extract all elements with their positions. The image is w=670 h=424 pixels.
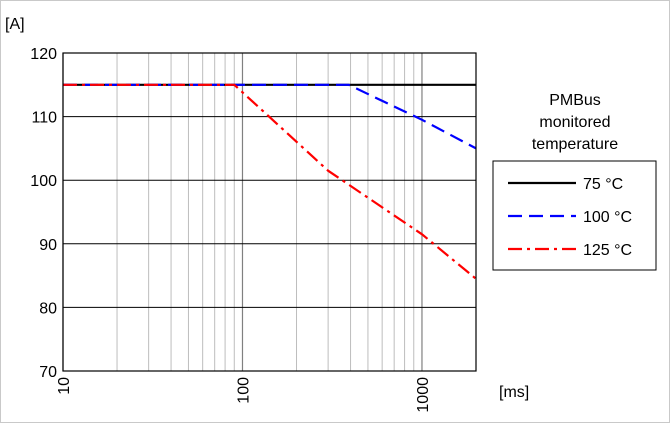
x-axis-label: [ms] [499,384,529,401]
legend-title: PMBus monitored temperature [532,92,618,153]
series-lines [63,83,477,280]
legend-label: 100 °C [583,209,632,226]
legend-title-line: PMBus [549,92,601,109]
y-tick-label: 110 [31,110,57,127]
legend-title-line: monitored [539,114,610,131]
x-tick-labels: 10 100 1000 [56,377,432,413]
y-tick-labels: 70 80 90 100 110 120 [30,46,57,381]
legend-title-line: temperature [532,136,618,153]
y-axis-label: [A] [5,16,25,33]
minor-gridlines [116,53,415,371]
legend: PMBus monitored temperature 75 °C 100 °C 125… [492,92,657,271]
x-tick-label: 10 [56,377,73,395]
y-tick-label: 80 [39,300,57,317]
legend-items: 75 °C 100 °C 125 °C [508,176,632,259]
series-line [63,83,477,280]
y-tick-label: 90 [39,237,57,254]
legend-label: 125 °C [583,242,632,259]
series-line [63,83,477,150]
y-tick-label: 70 [39,364,57,381]
plot-area-border [62,52,477,372]
y-tick-label: 100 [30,173,57,190]
x-tick-label: 1000 [415,377,432,413]
x-tick-label: 100 [235,377,252,404]
legend-label: 75 °C [583,176,623,193]
y-tick-label: 120 [30,46,57,63]
